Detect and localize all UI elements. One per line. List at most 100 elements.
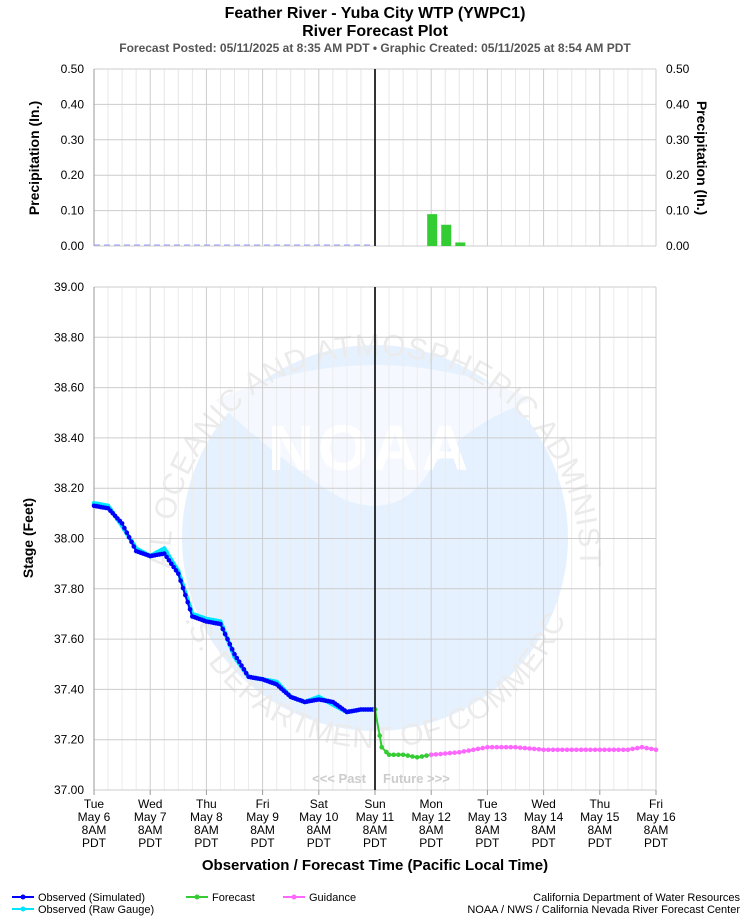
x-tick-label: 8AM xyxy=(363,823,388,837)
stage-ytick: 37.20 xyxy=(54,733,84,747)
precip-ytick-left: 0.50 xyxy=(61,62,85,76)
stage-ytick: 37.00 xyxy=(54,783,84,797)
series-point-observed-simulated xyxy=(178,578,183,584)
series-point-guidance xyxy=(452,750,457,755)
x-tick-label: Sun xyxy=(364,797,385,811)
precip-bar xyxy=(427,214,438,246)
x-tick-label: 8AM xyxy=(82,823,107,837)
x-tick-label: May 15 xyxy=(580,810,620,824)
stage-ytick: 37.80 xyxy=(54,582,84,596)
past-marker: <<< Past xyxy=(312,771,367,786)
precip-ytick-left: 0.20 xyxy=(61,168,85,182)
legend-observed-raw: Observed (Raw Gauge) xyxy=(12,904,154,916)
x-tick-label: Mon xyxy=(420,797,443,811)
x-tick-label: PDT xyxy=(644,836,669,850)
series-point-observed-simulated xyxy=(236,659,242,664)
series-point-forecast xyxy=(400,752,406,758)
series-point-forecast xyxy=(391,752,397,758)
series-point-guidance xyxy=(428,752,434,758)
series-point-guidance xyxy=(569,747,574,753)
legend: Observed (Simulated) Observed (Raw Gauge… xyxy=(12,892,356,916)
series-point-observed-simulated xyxy=(232,651,237,657)
stage-ytick: 38.40 xyxy=(54,431,84,445)
stage-ylabel: Stage (Feet) xyxy=(20,498,36,578)
series-point-guidance xyxy=(555,747,560,753)
credit-dwr: California Department of Water Resources xyxy=(533,892,740,904)
stage-ytick: 38.60 xyxy=(54,381,84,395)
series-point-guidance xyxy=(620,747,626,753)
series-point-guidance xyxy=(649,746,654,752)
x-tick-label: Thu xyxy=(196,797,217,811)
series-point-forecast xyxy=(419,754,425,759)
x-tick-label: May 7 xyxy=(134,810,167,824)
x-tick-label: May 12 xyxy=(412,810,452,824)
series-point-forecast xyxy=(379,744,385,750)
x-tick-label: PDT xyxy=(194,836,219,850)
precip-ytick-right: 0.00 xyxy=(666,239,690,253)
x-axis-label: Observation / Forecast Time (Pacific Loc… xyxy=(202,857,548,874)
x-tick-label: 8AM xyxy=(531,823,556,837)
legend-observed-raw-label: Observed (Raw Gauge) xyxy=(38,904,154,916)
series-point-guidance xyxy=(602,747,607,753)
series-point-observed-simulated xyxy=(241,667,247,672)
series-point-observed-simulated xyxy=(119,521,125,526)
stage-ytick: 38.80 xyxy=(54,330,84,344)
series-point-guidance xyxy=(611,747,617,753)
series-point-guidance xyxy=(475,746,481,752)
precip-ytick-right: 0.10 xyxy=(666,204,690,218)
x-tick-label: May 6 xyxy=(78,810,111,824)
series-point-guidance xyxy=(461,749,467,754)
series-point-guidance xyxy=(527,746,532,751)
series-point-observed-simulated xyxy=(183,592,188,598)
x-tick-label: Wed xyxy=(138,797,162,811)
series-point-observed-simulated xyxy=(227,641,233,647)
series-point-guidance xyxy=(639,744,645,750)
series-point-forecast xyxy=(414,755,420,760)
x-tick-label: 8AM xyxy=(194,823,219,837)
x-tick-label: May 11 xyxy=(356,810,395,824)
series-point-guidance xyxy=(606,747,612,753)
watermark-center: NOAA xyxy=(268,412,472,484)
x-tick-label: 8AM xyxy=(644,823,669,837)
x-tick-label: 8AM xyxy=(250,823,275,837)
series-point-observed-raw-gauge xyxy=(162,546,167,551)
x-tick-label: Fri xyxy=(256,797,270,811)
series-point-observed-simulated xyxy=(239,663,244,668)
series-point-forecast xyxy=(405,753,411,758)
stage-ytick: 37.60 xyxy=(54,632,84,646)
series-point-guidance xyxy=(480,745,486,751)
series-point-observed-simulated xyxy=(176,571,181,576)
precip-ytick-right: 0.50 xyxy=(666,62,690,76)
series-point-forecast xyxy=(386,752,392,758)
legend-forecast: Forecast xyxy=(186,892,255,904)
series-point-guidance xyxy=(433,752,439,757)
series-point-observed-simulated xyxy=(171,564,176,570)
x-tick-label: 8AM xyxy=(475,823,500,837)
series-point-guidance xyxy=(592,747,598,753)
series-point-observed-simulated xyxy=(234,655,240,661)
legend-forecast-label: Forecast xyxy=(212,892,255,904)
chart-title: Feather River - Yuba City WTP (YWPC1) xyxy=(225,5,526,22)
x-tick-label: PDT xyxy=(138,836,163,850)
precip-ytick-left: 0.30 xyxy=(61,133,85,147)
series-point-guidance xyxy=(541,747,546,753)
series-point-guidance xyxy=(653,747,659,753)
series-point-guidance xyxy=(560,747,565,753)
stage-ytick: 39.00 xyxy=(54,280,84,294)
precip-ytick-right: 0.20 xyxy=(666,168,690,182)
series-point-guidance xyxy=(588,747,593,753)
series-point-observed-simulated xyxy=(129,539,134,545)
x-tick-label: 8AM xyxy=(138,823,163,837)
x-tick-label: Tue xyxy=(84,797,105,811)
x-tick-label: May 13 xyxy=(468,810,508,824)
x-tick-label: 8AM xyxy=(419,823,444,837)
x-tick-label: PDT xyxy=(419,836,444,850)
series-point-guidance xyxy=(442,751,448,756)
series-point-guidance xyxy=(630,746,635,752)
series-point-guidance xyxy=(508,744,514,750)
series-point-guidance xyxy=(494,744,500,750)
series-point-observed-simulated xyxy=(225,636,230,642)
series-point-observed-simulated xyxy=(173,568,179,573)
series-point-observed-simulated xyxy=(131,544,137,549)
